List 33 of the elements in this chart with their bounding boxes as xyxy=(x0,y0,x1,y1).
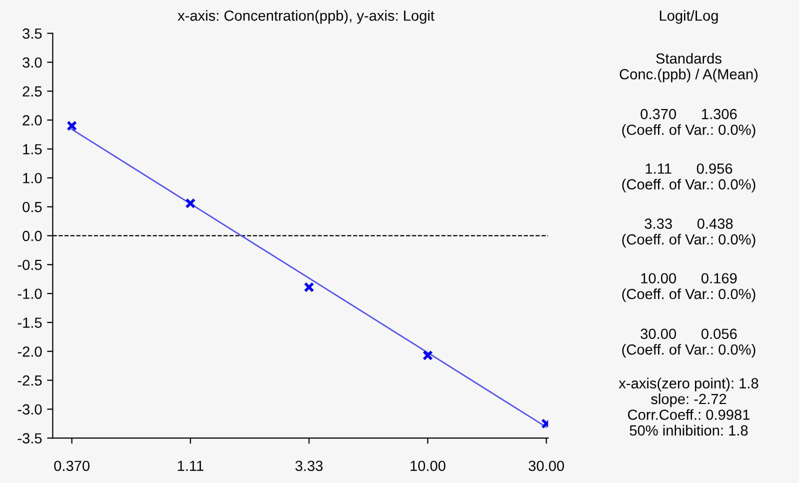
text: 10.00 0.169 (Coeff. of Var.: 0.0%) xyxy=(622,273,756,302)
y-tick-label: 0.0 xyxy=(22,230,42,242)
y-tick-label: 1.0 xyxy=(23,172,42,184)
y-tick-label: 3.5 xyxy=(22,28,42,39)
x-tick-label: 10.00 xyxy=(410,460,446,472)
x-tick-label: 30.00 xyxy=(528,460,564,472)
y-tick-label: 3.0 xyxy=(22,57,42,68)
chart-title: x-axis: Concentration(ppb), y-axis: Logit xyxy=(178,10,434,24)
y-tick-label: 2.5 xyxy=(22,86,42,97)
text: Logit/Log xyxy=(660,10,718,24)
x-tick-label: 1.11 xyxy=(178,460,204,471)
x-tick-label: 0.370 xyxy=(54,460,90,472)
y-tick-label: -0.5 xyxy=(18,260,42,270)
y-tick-label: 1.5 xyxy=(23,144,42,154)
point xyxy=(304,282,314,292)
y-tick-label: 2.0 xyxy=(22,115,42,126)
text: Standards Conc.(ppb) / A(Mean) xyxy=(620,52,758,82)
text: 30.00 0.056 (Coeff. of Var.: 0.0%) xyxy=(622,328,756,358)
y-tick-label: -1.0 xyxy=(18,288,42,299)
point xyxy=(185,198,196,209)
text: 0.370 1.306 (Coeff. of Var.: 0.0%) xyxy=(622,108,756,138)
y-tick-label: -2.5 xyxy=(18,375,42,386)
point xyxy=(66,120,78,132)
y-tick-label: -1.5 xyxy=(18,318,42,328)
text: x-axis(zero point): 1.8 slope: -2.72 Corr.Coeff.: 0.9981 50% inhibition: 1.8 xyxy=(618,378,758,436)
y-tick-label: -3.0 xyxy=(18,404,42,415)
y-tick-label: -3.5 xyxy=(18,433,42,444)
x-tick-label: 3.33 xyxy=(295,460,323,472)
text: 1.11 0.956 (Coeff. of Var.: 0.0%) xyxy=(622,163,756,192)
y-tick-label: -2.0 xyxy=(18,346,42,357)
y-tick-label: 0.5 xyxy=(22,202,42,212)
text: 3.33 0.438 (Coeff. of Var.: 0.0%) xyxy=(622,218,756,248)
point xyxy=(422,350,433,361)
